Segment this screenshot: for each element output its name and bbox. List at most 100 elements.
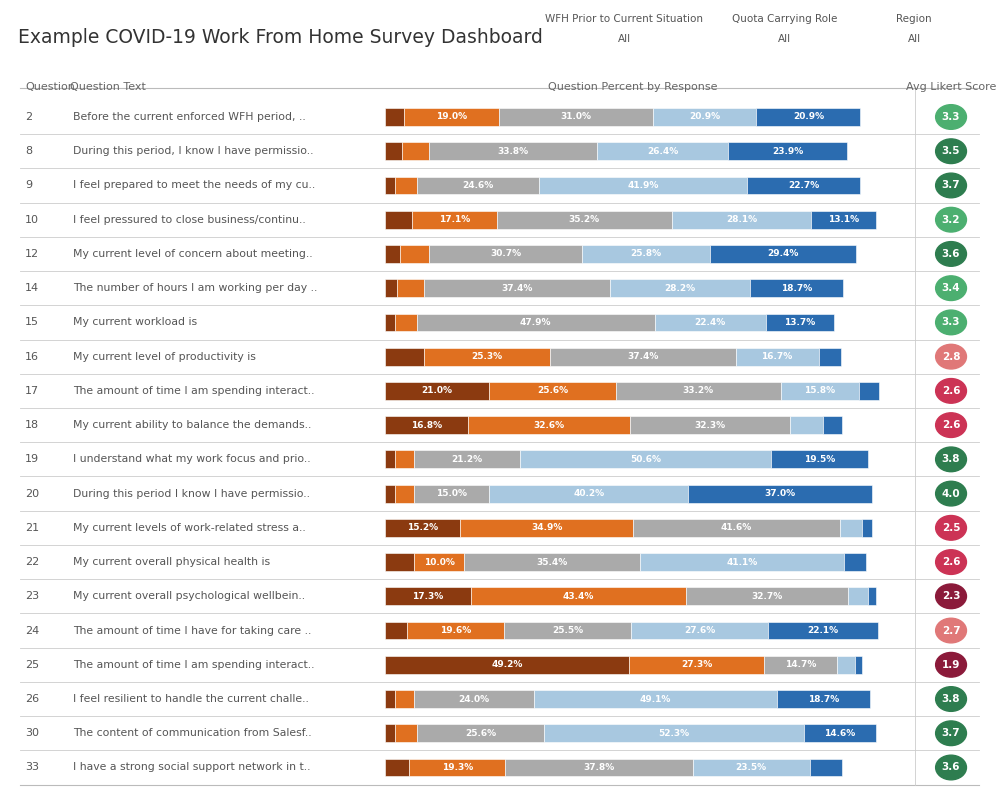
Bar <box>822 416 842 434</box>
Text: My current overall psychological wellbein..: My current overall psychological wellbei… <box>73 591 305 602</box>
Text: All: All <box>907 34 921 44</box>
Text: 27.6%: 27.6% <box>683 626 715 635</box>
Text: My current level of productivity is: My current level of productivity is <box>73 352 256 362</box>
Text: 15.8%: 15.8% <box>804 387 835 396</box>
Bar <box>417 725 544 742</box>
Bar <box>803 725 876 742</box>
Text: 16.7%: 16.7% <box>761 352 793 361</box>
Bar <box>385 519 461 537</box>
Circle shape <box>936 447 966 471</box>
Text: 18: 18 <box>25 420 39 430</box>
Text: 3.7: 3.7 <box>942 181 960 190</box>
Text: 33.2%: 33.2% <box>683 387 714 396</box>
Circle shape <box>936 618 966 643</box>
Text: 19.3%: 19.3% <box>442 763 473 772</box>
Bar <box>639 553 844 571</box>
Text: 15.0%: 15.0% <box>437 489 468 498</box>
Text: 35.4%: 35.4% <box>536 558 567 566</box>
Text: 22: 22 <box>25 557 39 567</box>
Text: 17: 17 <box>25 386 39 396</box>
Bar <box>505 758 693 777</box>
Bar <box>395 313 417 332</box>
Text: 25.6%: 25.6% <box>536 387 568 396</box>
Text: 30: 30 <box>25 728 39 738</box>
Circle shape <box>936 584 966 609</box>
Bar <box>415 690 533 708</box>
Text: 16.8%: 16.8% <box>411 420 442 430</box>
Text: 37.4%: 37.4% <box>501 284 532 292</box>
Bar <box>425 280 610 297</box>
Bar <box>395 177 417 194</box>
Circle shape <box>936 173 966 198</box>
Text: Question: Question <box>25 82 75 93</box>
Text: 37.4%: 37.4% <box>627 352 658 361</box>
Text: 30.7%: 30.7% <box>490 249 521 258</box>
Text: Question Percent by Response: Question Percent by Response <box>548 82 717 93</box>
Bar <box>756 108 860 126</box>
Text: 14.7%: 14.7% <box>785 660 816 670</box>
Circle shape <box>936 310 966 335</box>
Text: 33.8%: 33.8% <box>498 147 528 156</box>
Text: 4.0: 4.0 <box>942 489 960 499</box>
Bar <box>465 553 639 571</box>
Bar <box>809 758 842 777</box>
Bar <box>385 725 395 742</box>
Bar <box>415 485 489 503</box>
Text: 17.3%: 17.3% <box>412 592 444 601</box>
Circle shape <box>936 755 966 780</box>
Bar <box>417 177 539 194</box>
Bar <box>395 725 417 742</box>
Text: 3.6: 3.6 <box>942 249 960 259</box>
Text: 18.7%: 18.7% <box>808 694 839 704</box>
Text: 19: 19 <box>25 455 39 464</box>
Text: During this period, I know I have permissio..: During this period, I know I have permis… <box>73 146 314 157</box>
Text: 3.5: 3.5 <box>942 146 960 157</box>
Circle shape <box>936 379 966 403</box>
Text: I have a strong social support network in t..: I have a strong social support network i… <box>73 762 311 773</box>
Text: 26.4%: 26.4% <box>647 147 678 156</box>
Bar <box>781 382 859 400</box>
Circle shape <box>936 276 966 300</box>
Bar <box>504 622 631 639</box>
Text: 15: 15 <box>25 317 39 328</box>
Text: 3.7: 3.7 <box>942 728 960 738</box>
Bar <box>848 587 868 605</box>
Text: 19.0%: 19.0% <box>437 113 468 121</box>
Text: 23.9%: 23.9% <box>772 147 803 156</box>
Circle shape <box>936 686 966 711</box>
Text: 8: 8 <box>25 146 32 157</box>
Text: 28.1%: 28.1% <box>726 215 757 225</box>
Text: 25.8%: 25.8% <box>630 249 661 258</box>
Circle shape <box>936 413 966 438</box>
Bar <box>610 280 750 297</box>
Bar <box>385 280 397 297</box>
Text: 9: 9 <box>25 181 32 190</box>
Text: Before the current enforced WFH period, ..: Before the current enforced WFH period, … <box>73 112 306 122</box>
Text: 10: 10 <box>25 215 39 225</box>
Bar <box>616 382 781 400</box>
Text: The amount of time I have for taking care ..: The amount of time I have for taking car… <box>73 626 312 635</box>
Text: 24.6%: 24.6% <box>463 181 494 190</box>
Bar <box>412 211 497 229</box>
Text: My current levels of work-related stress a..: My current levels of work-related stress… <box>73 523 306 533</box>
Circle shape <box>936 105 966 129</box>
Bar <box>777 690 870 708</box>
Text: The number of hours I am working per day ..: The number of hours I am working per day… <box>73 283 318 293</box>
Bar <box>407 622 504 639</box>
Bar <box>855 656 862 674</box>
Circle shape <box>936 139 966 164</box>
Bar <box>385 382 489 400</box>
Bar <box>471 587 686 605</box>
Bar <box>630 416 790 434</box>
Text: 52.3%: 52.3% <box>658 729 689 737</box>
Bar <box>539 177 747 194</box>
Text: 20.9%: 20.9% <box>793 113 824 121</box>
Bar <box>633 519 840 537</box>
Bar <box>385 245 400 263</box>
Bar <box>768 622 878 639</box>
Text: Quota Carrying Role: Quota Carrying Role <box>731 14 837 25</box>
Text: 41.9%: 41.9% <box>627 181 658 190</box>
Text: 18.7%: 18.7% <box>781 284 812 292</box>
Bar <box>397 280 425 297</box>
Circle shape <box>936 550 966 574</box>
